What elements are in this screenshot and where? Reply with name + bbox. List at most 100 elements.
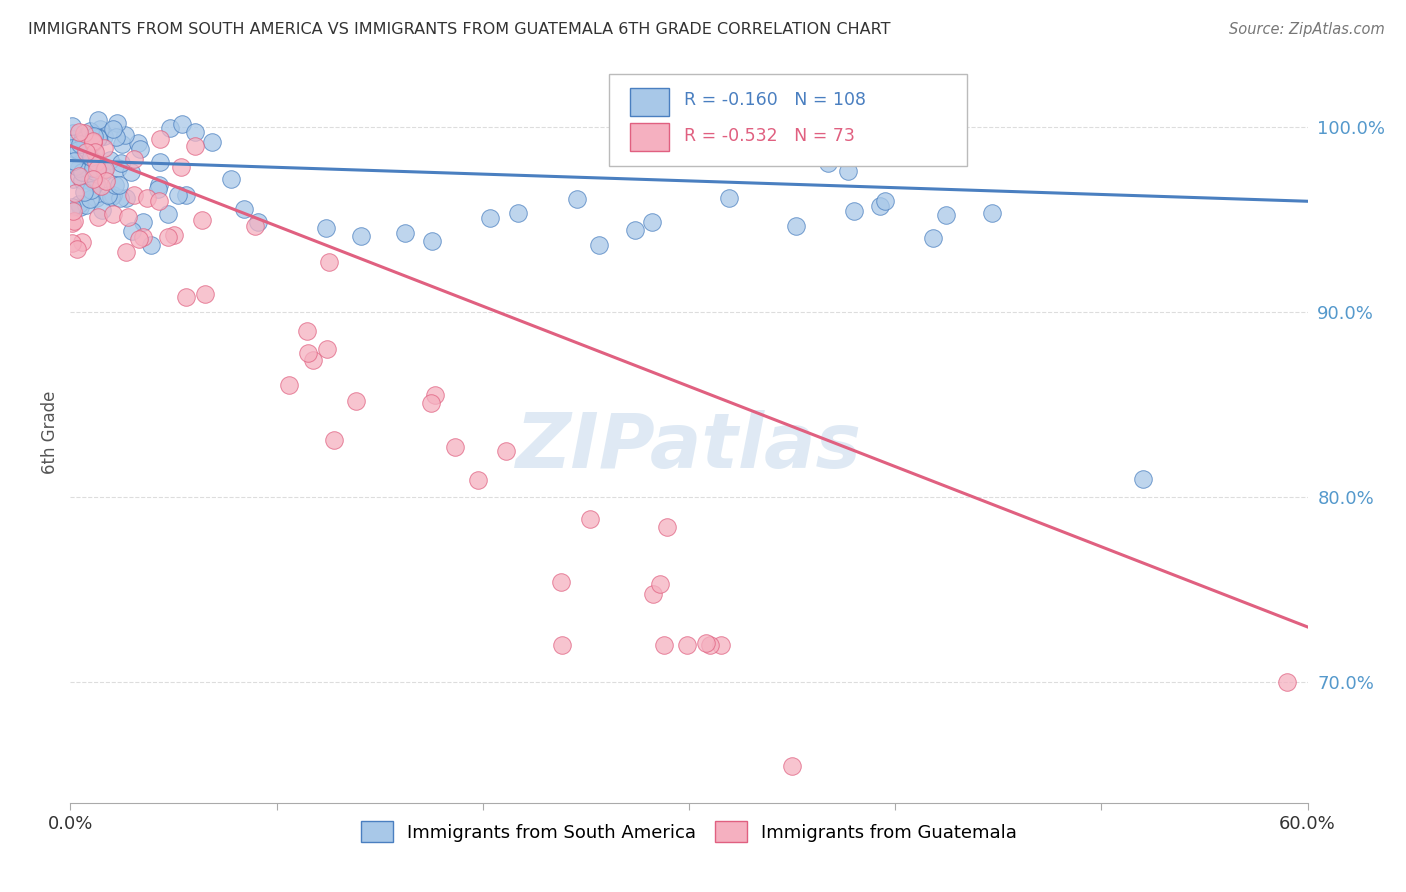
Point xyxy=(419,395,441,409)
Point xyxy=(82,131,104,145)
Point xyxy=(837,164,859,178)
Point xyxy=(170,117,193,131)
Point xyxy=(159,121,181,136)
Point xyxy=(76,148,98,162)
Point xyxy=(101,122,124,136)
Point xyxy=(83,128,105,143)
Point xyxy=(394,226,416,240)
Point xyxy=(67,161,90,175)
Point xyxy=(70,235,93,250)
Point xyxy=(60,216,83,230)
Point xyxy=(90,178,112,193)
Point xyxy=(77,162,100,177)
Point xyxy=(87,159,110,173)
Point xyxy=(156,230,179,244)
Point xyxy=(344,394,367,409)
Point xyxy=(60,201,83,215)
Point xyxy=(131,229,153,244)
Point xyxy=(84,170,107,185)
Point xyxy=(655,520,678,534)
Point xyxy=(579,512,602,526)
Point xyxy=(62,204,84,219)
Point xyxy=(82,127,104,141)
Point xyxy=(194,287,217,301)
Point xyxy=(315,221,337,235)
Point xyxy=(80,150,103,164)
Point xyxy=(108,178,131,193)
Point xyxy=(87,210,110,224)
Point xyxy=(588,238,610,252)
Point xyxy=(122,188,145,202)
Y-axis label: 6th Grade: 6th Grade xyxy=(41,391,59,475)
Point xyxy=(246,215,269,229)
Point xyxy=(73,133,96,147)
Point xyxy=(111,137,134,152)
Point xyxy=(76,128,98,143)
Point xyxy=(93,162,115,177)
Point xyxy=(174,289,197,303)
Point xyxy=(1275,675,1298,690)
Point xyxy=(83,164,105,178)
Point xyxy=(107,161,129,175)
Point xyxy=(114,128,136,142)
Point xyxy=(67,169,90,184)
Point xyxy=(107,116,129,130)
Point xyxy=(922,230,945,244)
Point xyxy=(233,202,256,216)
Point xyxy=(75,198,97,212)
Point xyxy=(297,345,319,359)
Point xyxy=(128,232,150,246)
Point xyxy=(76,147,98,161)
Point xyxy=(82,161,104,175)
Point xyxy=(82,136,104,151)
Point xyxy=(245,219,267,233)
Point xyxy=(467,473,489,487)
Point xyxy=(66,143,89,157)
Point xyxy=(869,199,891,213)
Point xyxy=(84,176,107,190)
Point xyxy=(167,188,190,202)
FancyBboxPatch shape xyxy=(609,73,967,166)
Point xyxy=(65,160,87,174)
Point xyxy=(935,208,957,222)
Point xyxy=(73,186,96,200)
Point xyxy=(124,153,146,167)
Point xyxy=(156,207,179,221)
Point xyxy=(60,235,83,250)
Point xyxy=(101,188,124,202)
Point xyxy=(718,191,741,205)
Point xyxy=(94,162,117,177)
Point xyxy=(60,120,83,134)
Point xyxy=(72,164,94,178)
Bar xyxy=(630,123,669,152)
Point xyxy=(149,132,172,146)
Point xyxy=(86,162,108,177)
Point xyxy=(315,342,337,356)
Point xyxy=(641,587,664,601)
Point xyxy=(67,126,90,140)
Point xyxy=(69,136,91,151)
Point xyxy=(84,154,107,169)
Point xyxy=(551,639,574,653)
Point xyxy=(148,182,170,196)
Point xyxy=(79,124,101,138)
Point xyxy=(302,353,325,368)
Point xyxy=(323,433,346,447)
Point xyxy=(295,324,318,338)
Point xyxy=(183,125,205,139)
Point xyxy=(79,192,101,206)
Point xyxy=(63,214,86,228)
Point xyxy=(695,636,717,650)
Text: R = -0.532   N = 73: R = -0.532 N = 73 xyxy=(683,127,855,145)
Point xyxy=(163,227,186,242)
Point xyxy=(62,171,84,186)
Point xyxy=(67,197,90,211)
Point xyxy=(110,191,132,205)
Point xyxy=(875,194,897,208)
Point xyxy=(84,145,107,160)
Point xyxy=(70,173,93,187)
Point xyxy=(62,126,84,140)
Point xyxy=(75,145,97,160)
Point xyxy=(318,255,340,269)
Bar xyxy=(630,87,669,116)
